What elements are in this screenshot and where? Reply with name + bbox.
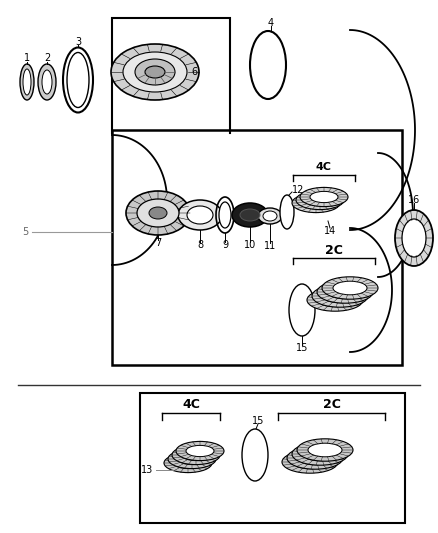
Ellipse shape: [258, 208, 282, 224]
Text: 8: 8: [197, 240, 203, 250]
Text: 7: 7: [155, 238, 161, 248]
Ellipse shape: [287, 447, 343, 469]
Ellipse shape: [164, 454, 212, 473]
Ellipse shape: [242, 429, 268, 481]
Ellipse shape: [297, 439, 353, 461]
Ellipse shape: [240, 209, 260, 221]
Ellipse shape: [300, 188, 348, 207]
Ellipse shape: [282, 451, 338, 473]
Ellipse shape: [176, 441, 224, 461]
Ellipse shape: [67, 52, 89, 108]
Ellipse shape: [293, 455, 327, 469]
Ellipse shape: [149, 207, 167, 219]
Ellipse shape: [292, 193, 340, 213]
Text: 15: 15: [296, 343, 308, 353]
Bar: [112, 130, 402, 365]
Ellipse shape: [123, 52, 187, 92]
Text: 2: 2: [44, 53, 50, 63]
Ellipse shape: [263, 211, 277, 221]
Text: 13: 13: [141, 465, 153, 475]
Text: 4: 4: [268, 18, 274, 28]
Ellipse shape: [219, 202, 231, 228]
Ellipse shape: [328, 285, 362, 299]
Text: 4C: 4C: [316, 162, 332, 172]
Ellipse shape: [186, 446, 214, 457]
Bar: [140, 393, 405, 523]
Ellipse shape: [187, 206, 213, 224]
Ellipse shape: [135, 59, 175, 85]
Text: 4C: 4C: [182, 398, 200, 410]
Text: 14: 14: [324, 226, 336, 236]
Ellipse shape: [137, 199, 179, 227]
Text: 5: 5: [22, 227, 28, 237]
Ellipse shape: [182, 449, 210, 461]
Ellipse shape: [308, 443, 342, 457]
Ellipse shape: [38, 64, 56, 100]
Ellipse shape: [306, 195, 334, 206]
Ellipse shape: [178, 200, 222, 230]
Ellipse shape: [178, 454, 206, 465]
Text: 12: 12: [292, 185, 304, 195]
Ellipse shape: [289, 284, 315, 336]
Text: 16: 16: [408, 195, 420, 205]
Ellipse shape: [312, 285, 368, 307]
Ellipse shape: [126, 191, 190, 235]
Ellipse shape: [232, 203, 268, 227]
Ellipse shape: [322, 277, 378, 299]
Ellipse shape: [296, 190, 344, 209]
Text: 3: 3: [75, 37, 81, 47]
Ellipse shape: [317, 281, 373, 303]
Ellipse shape: [172, 446, 220, 465]
Ellipse shape: [168, 449, 216, 469]
Text: 15: 15: [252, 416, 264, 426]
Ellipse shape: [323, 289, 357, 303]
Ellipse shape: [318, 293, 352, 307]
Ellipse shape: [303, 447, 337, 461]
Ellipse shape: [402, 219, 426, 257]
Bar: [112, 18, 230, 133]
Text: 10: 10: [244, 240, 256, 250]
Ellipse shape: [20, 64, 34, 100]
Ellipse shape: [298, 451, 332, 465]
Ellipse shape: [42, 70, 52, 94]
Text: 11: 11: [264, 241, 276, 251]
Ellipse shape: [333, 281, 367, 295]
Ellipse shape: [307, 289, 363, 311]
Text: 1: 1: [24, 53, 30, 63]
Ellipse shape: [292, 443, 348, 465]
Text: 2C: 2C: [322, 398, 340, 410]
Text: 6: 6: [191, 67, 197, 77]
Ellipse shape: [174, 457, 202, 469]
Text: 2C: 2C: [325, 244, 343, 256]
Text: 9: 9: [222, 240, 228, 250]
Ellipse shape: [280, 195, 294, 229]
Ellipse shape: [145, 66, 165, 78]
Ellipse shape: [23, 69, 31, 95]
Ellipse shape: [310, 191, 338, 203]
Ellipse shape: [111, 44, 199, 100]
Ellipse shape: [395, 210, 433, 266]
Ellipse shape: [302, 197, 330, 208]
